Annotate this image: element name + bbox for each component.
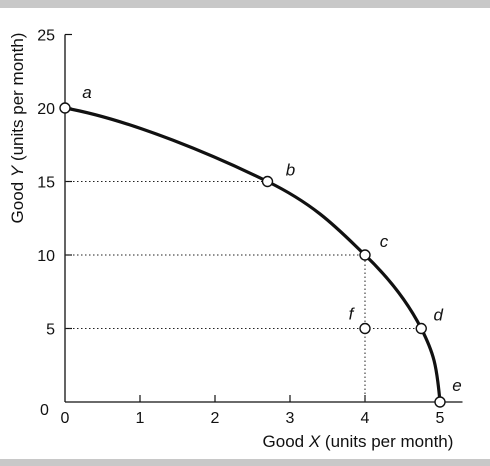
point-label-d: d [434,306,444,325]
y-tick-label: 25 [37,28,55,45]
y-axis-title: Good Y (units per month) [8,33,27,224]
point-label-f: f [349,305,356,324]
point-label-c: c [380,232,389,251]
y-tick-label: 5 [46,322,55,339]
data-point-f [359,322,371,335]
data-point-c [359,249,371,261]
x-tick-label: 5 [436,410,445,427]
y-tick-label: 10 [37,248,55,265]
x-axis-title: Good X (units per month) [263,432,454,451]
point-label-a: a [82,83,91,102]
top-border-bar [0,0,490,8]
y-tick-label: 0 [40,402,49,419]
data-point-e [434,396,446,408]
data-point-a [59,102,71,114]
y-tick-label: 15 [37,175,55,192]
y-tick-label: 20 [37,101,55,118]
ppf-curve [64,106,442,403]
x-tick-label: 2 [211,410,220,427]
point-label-e: e [452,376,461,395]
x-tick-label: 0 [61,410,70,427]
data-point-b [261,175,274,188]
x-tick-label: 4 [361,410,370,427]
bottom-border-bar [0,459,490,466]
x-tick-label: 3 [286,410,295,427]
data-point-d [415,322,427,335]
x-tick-label: 1 [136,410,145,427]
point-label-b: b [286,161,295,180]
